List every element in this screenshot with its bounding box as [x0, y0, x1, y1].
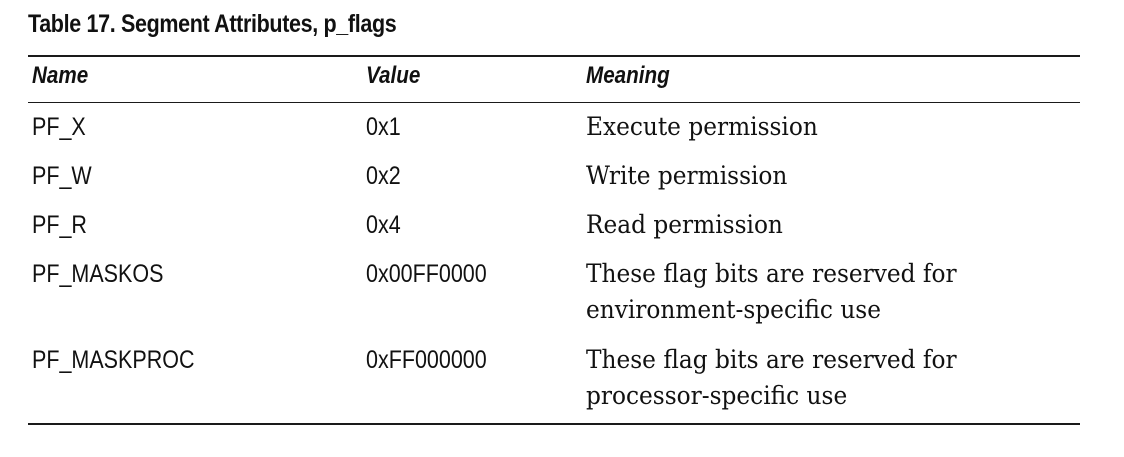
row-value: 0x1	[366, 113, 401, 141]
row-value: 0x2	[366, 162, 401, 190]
table-bottom-rule	[28, 423, 1080, 425]
row-value: 0x00FF0000	[366, 260, 487, 288]
row-meaning: These flag bits are reserved for process…	[586, 345, 957, 410]
row-meaning: These flag bits are reserved for environ…	[586, 259, 957, 324]
row-name: PF_X	[32, 113, 86, 141]
row-name: PF_W	[32, 162, 92, 190]
header-name: Name	[32, 62, 89, 89]
row-meaning: Read permission	[586, 210, 783, 239]
row-name: PF_R	[32, 211, 87, 239]
row-meaning: Write permission	[586, 161, 788, 190]
row-value: 0xFF000000	[366, 346, 487, 374]
table-caption: Table 17. Segment Attributes, p_flags	[28, 10, 397, 38]
row-name: PF_MASKPROC	[32, 346, 195, 374]
row-value: 0x4	[366, 211, 401, 239]
header-value: Value	[366, 62, 421, 89]
row-meaning: Execute permission	[586, 112, 818, 141]
table-top-rule	[28, 55, 1080, 57]
table-header-rule	[28, 102, 1080, 103]
header-meaning: Meaning	[586, 62, 670, 89]
row-name: PF_MASKOS	[32, 260, 164, 288]
